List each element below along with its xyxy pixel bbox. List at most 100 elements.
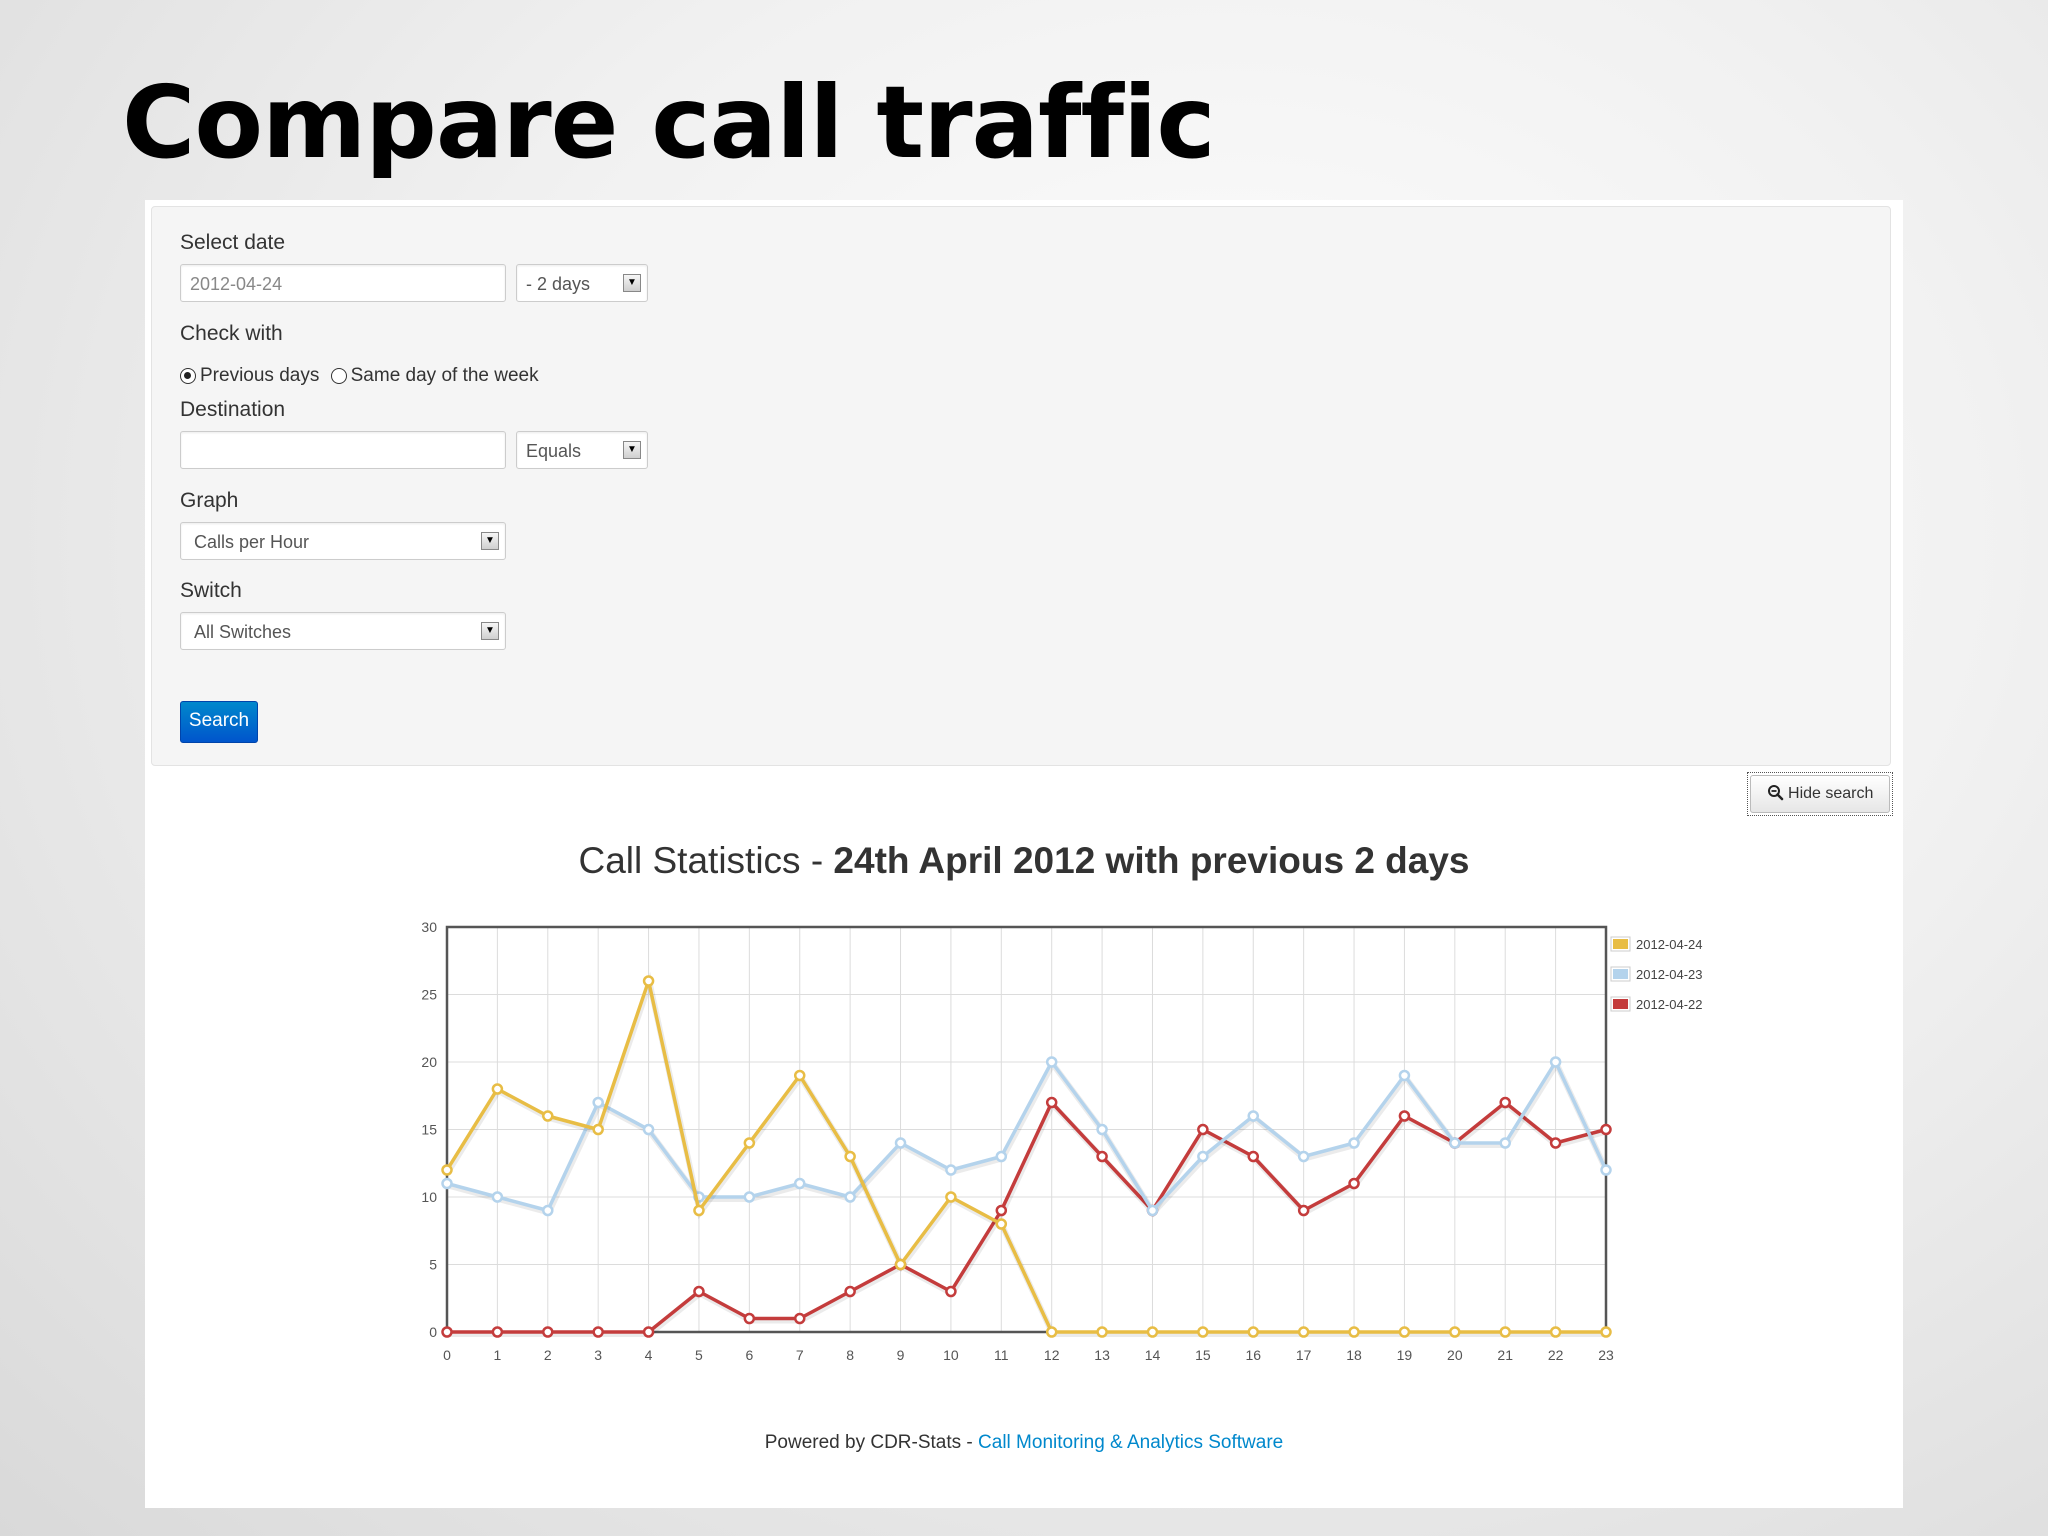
data-point xyxy=(1096,1123,1108,1136)
y-tick-label: 25 xyxy=(421,987,437,1003)
main-panel: Select date 2012-04-24 - 2 days ▼ Check … xyxy=(145,200,1903,1508)
chevron-down-icon: ▼ xyxy=(481,532,499,550)
data-point xyxy=(1197,1150,1209,1163)
zoom-out-icon xyxy=(1767,785,1783,801)
x-tick-label: 19 xyxy=(1397,1347,1413,1363)
x-tick-label: 22 xyxy=(1548,1347,1564,1363)
data-point xyxy=(1398,1110,1411,1122)
series-line xyxy=(445,979,1606,1334)
x-tick-label: 17 xyxy=(1296,1347,1312,1363)
data-point xyxy=(592,1123,604,1136)
data-point xyxy=(1247,1110,1260,1122)
data-point xyxy=(1146,1204,1159,1217)
data-point xyxy=(793,1177,806,1190)
select-date-label: Select date xyxy=(180,231,286,254)
data-point xyxy=(441,1164,453,1176)
destination-input[interactable] xyxy=(180,431,506,469)
data-point xyxy=(693,1204,705,1217)
data-point xyxy=(1348,1137,1360,1149)
data-point xyxy=(894,1137,907,1149)
hide-search-label: Hide search xyxy=(1788,785,1874,802)
chart-title: Call Statistics - 24th April 2012 with p… xyxy=(145,840,1903,882)
footer-link[interactable]: Call Monitoring & Analytics Software xyxy=(978,1432,1284,1453)
y-tick-label: 15 xyxy=(421,1122,437,1138)
legend-swatch xyxy=(1613,939,1628,949)
data-point xyxy=(642,1123,655,1136)
x-tick-label: 16 xyxy=(1245,1347,1261,1363)
x-tick-label: 14 xyxy=(1145,1347,1161,1363)
check-with-label: Check with xyxy=(180,322,283,345)
data-point xyxy=(1398,1069,1411,1082)
chevron-down-icon: ▼ xyxy=(623,441,641,459)
data-point xyxy=(1045,1096,1058,1109)
data-point xyxy=(995,1150,1008,1163)
x-tick-label: 5 xyxy=(695,1347,703,1363)
chart-title-prefix: Call Statistics - xyxy=(578,840,834,881)
x-tick-label: 20 xyxy=(1447,1347,1463,1363)
x-tick-label: 1 xyxy=(493,1347,501,1363)
days-select-value: - 2 days xyxy=(526,274,591,294)
x-tick-label: 8 xyxy=(846,1347,854,1363)
switch-select-value: All Switches xyxy=(194,622,292,642)
series-line xyxy=(447,1100,1607,1334)
data-point xyxy=(743,1191,756,1203)
radio-same-day-label: Same day of the week xyxy=(350,365,539,386)
graph-select[interactable]: Calls per Hour ▼ xyxy=(180,522,506,560)
y-tick-label: 30 xyxy=(421,919,437,935)
y-tick-label: 5 xyxy=(429,1257,437,1273)
data-point xyxy=(945,1164,957,1176)
switch-select[interactable]: All Switches ▼ xyxy=(180,612,506,650)
data-point xyxy=(441,1177,453,1190)
days-select[interactable]: - 2 days ▼ xyxy=(516,264,648,302)
radio-previous-days[interactable] xyxy=(180,368,196,384)
search-button[interactable]: Search xyxy=(180,701,258,743)
hide-search-button-face: Hide search xyxy=(1750,775,1890,813)
data-point xyxy=(793,1069,806,1082)
data-point xyxy=(945,1285,957,1298)
data-point xyxy=(1197,1326,1209,1338)
radio-same-day[interactable] xyxy=(330,368,347,384)
switch-label: Switch xyxy=(180,579,242,602)
data-point xyxy=(1398,1326,1411,1338)
data-point xyxy=(1045,1056,1058,1068)
data-point xyxy=(491,1083,504,1095)
data-point xyxy=(1247,1326,1260,1338)
data-point xyxy=(844,1191,856,1203)
data-point xyxy=(995,1218,1008,1230)
data-point xyxy=(491,1326,504,1338)
data-point xyxy=(441,1326,453,1338)
x-tick-label: 23 xyxy=(1598,1347,1614,1363)
x-tick-label: 6 xyxy=(745,1347,753,1363)
data-point xyxy=(693,1285,705,1298)
chevron-down-icon: ▼ xyxy=(481,622,499,640)
data-point xyxy=(1247,1150,1260,1163)
x-tick-label: 0 xyxy=(443,1347,451,1363)
legend-label: 2012-04-22 xyxy=(1636,997,1703,1012)
x-tick-label: 2 xyxy=(544,1347,552,1363)
data-point xyxy=(642,1326,655,1338)
graph-label: Graph xyxy=(180,489,239,512)
destination-match-select[interactable]: Equals ▼ xyxy=(516,431,648,469)
check-with-radios: Previous days Same day of the week xyxy=(180,365,545,387)
data-point xyxy=(1600,1164,1612,1176)
x-tick-label: 9 xyxy=(897,1347,905,1363)
x-tick-label: 3 xyxy=(594,1347,602,1363)
date-input[interactable]: 2012-04-24 xyxy=(180,264,506,302)
legend-swatch xyxy=(1613,999,1628,1009)
data-point xyxy=(542,1110,554,1122)
destination-label: Destination xyxy=(180,398,286,421)
x-tick-label: 13 xyxy=(1094,1347,1110,1363)
x-tick-label: 10 xyxy=(943,1347,959,1363)
legend-label: 2012-04-24 xyxy=(1636,937,1703,952)
legend-swatch xyxy=(1613,969,1628,979)
data-point xyxy=(1600,1326,1612,1338)
data-point xyxy=(1197,1123,1209,1136)
data-point xyxy=(1499,1326,1511,1338)
data-point xyxy=(844,1285,856,1298)
hide-search-button[interactable]: Hide search xyxy=(1747,772,1893,816)
data-point xyxy=(1549,1056,1562,1068)
data-point xyxy=(642,975,655,987)
data-point xyxy=(1549,1326,1562,1338)
x-tick-label: 12 xyxy=(1044,1347,1060,1363)
data-point xyxy=(1096,1326,1108,1338)
